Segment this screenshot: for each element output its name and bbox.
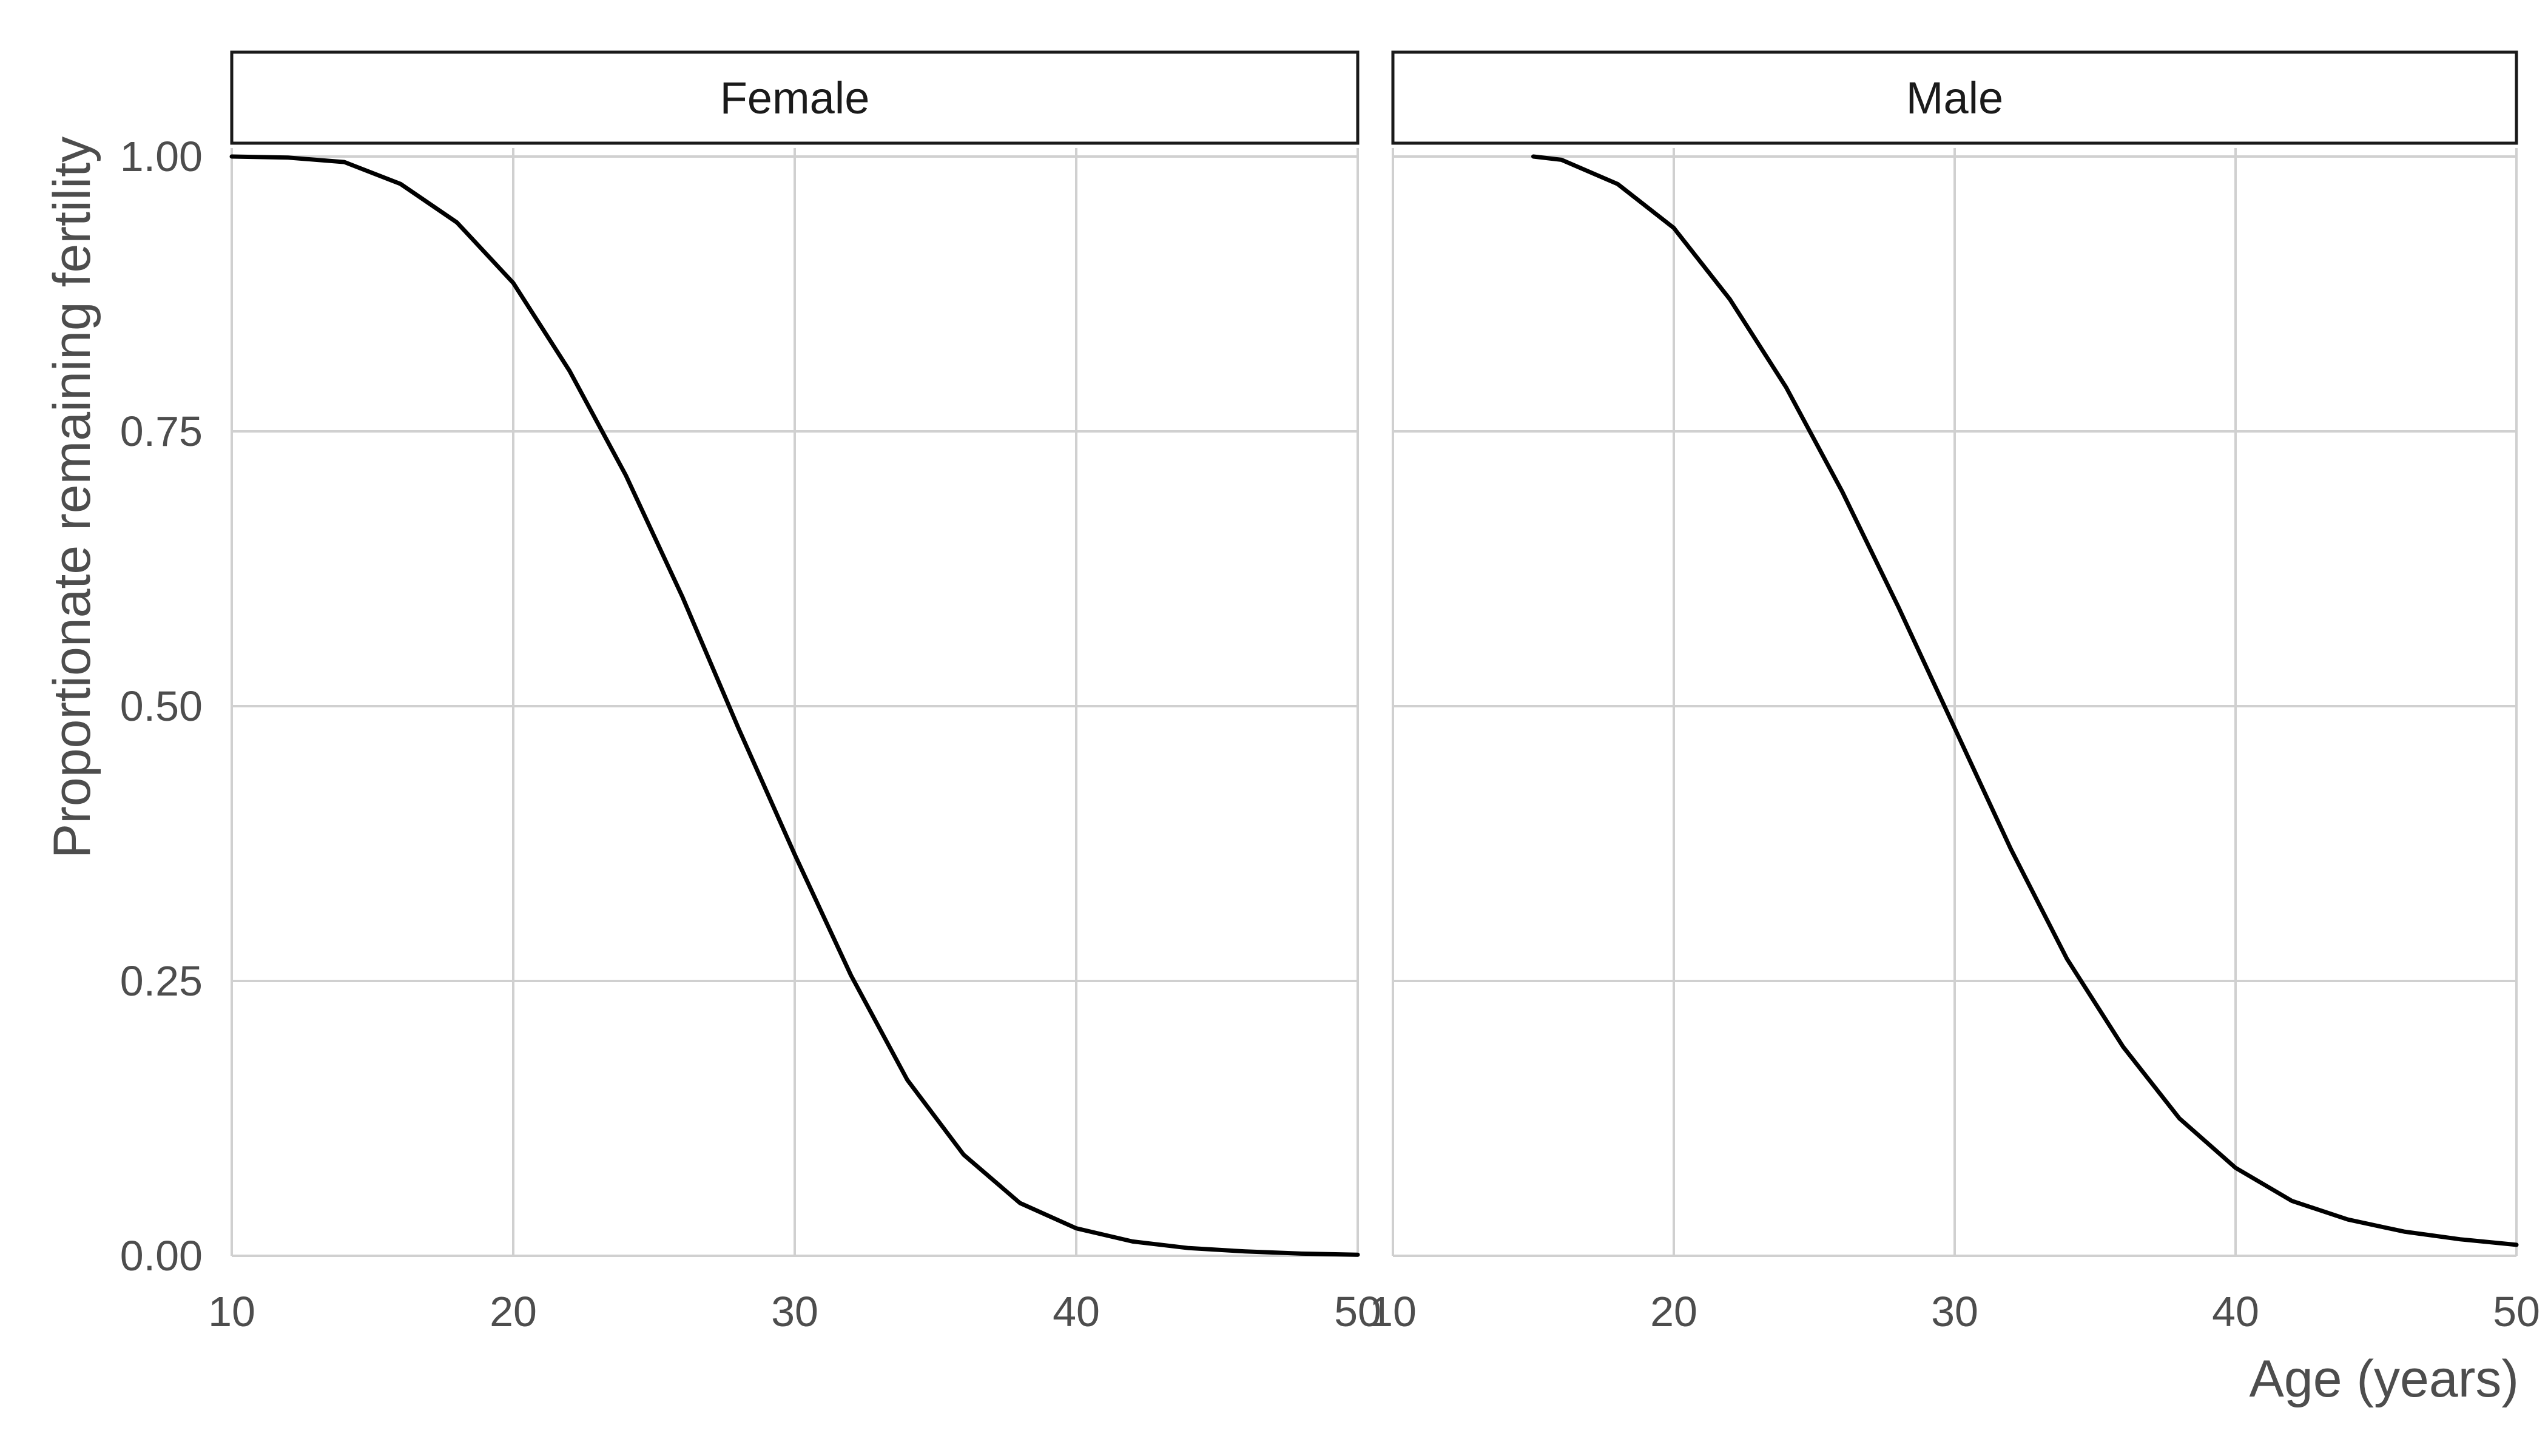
facet-strips: Female Male [230,50,2518,145]
fertility-curve-female [229,154,1360,1257]
x-axis-title: Age (years) [2250,1350,2519,1408]
x-tick-label: 30 [771,1288,818,1335]
x-tick-label: 40 [1053,1288,1100,1335]
facet-strip-box [230,50,1360,145]
x-tick-label: 20 [490,1288,537,1335]
x-tick-label: 20 [1650,1288,1697,1335]
x-tick-label: 50 [1334,1288,1381,1335]
y-tick-label: 0.25 [120,957,203,1005]
x-tick-label: 40 [2212,1288,2259,1335]
x-tick-label: 30 [1931,1288,1978,1335]
y-tick-label: 1.00 [120,133,203,180]
fertility-curve-male [1531,154,2519,1247]
y-tick-label: 0.50 [120,682,203,730]
facet-strip-label: Female [720,73,870,123]
grid-layer [231,148,2518,1257]
x-tick-label: 10 [1369,1288,1417,1335]
y-tick-label: 0.75 [120,408,203,455]
y-axis-title: Proportionate remaining fertility [43,136,101,858]
facet-strip-box [1391,50,2518,145]
y-tick-label: 0.00 [120,1232,203,1279]
x-tick-label: 10 [208,1288,255,1335]
series-lines [229,154,2519,1257]
x-tick-label: 50 [2493,1288,2540,1335]
facet-strip-label: Male [1906,73,2003,123]
